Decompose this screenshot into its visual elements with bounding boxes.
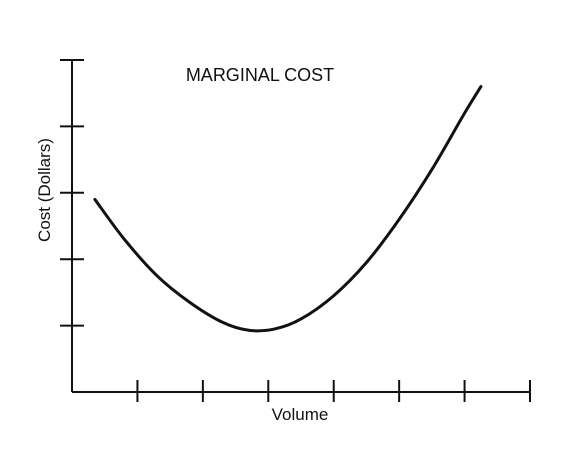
series-layer — [93, 85, 483, 333]
axis-ticks — [60, 59, 531, 402]
y-axis-label: Cost (Dollars) — [35, 138, 54, 242]
marginal-cost-curve — [93, 85, 483, 333]
chart-title: MARGINAL COST — [186, 65, 334, 85]
axes — [71, 60, 530, 393]
x-axis-label: Volume — [272, 405, 329, 424]
